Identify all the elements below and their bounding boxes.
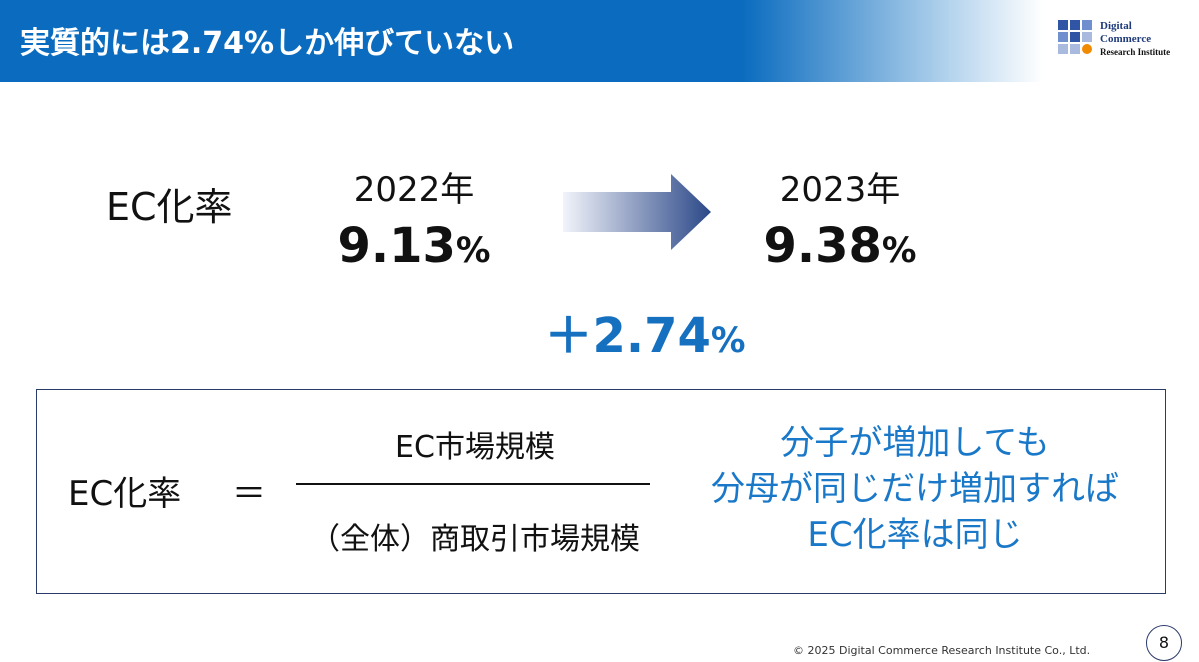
logo-text: Digital Commerce Research Institute xyxy=(1100,20,1170,59)
logo-line: Digital xyxy=(1100,20,1132,32)
formula-box xyxy=(36,389,1166,594)
arrow xyxy=(563,174,711,250)
unit: % xyxy=(710,321,746,361)
note-line: 分子が増加しても xyxy=(780,423,1050,463)
value: ＋2.74 xyxy=(544,308,711,364)
note-line: EC化率は同じ xyxy=(807,515,1023,555)
metric-label: EC化率 xyxy=(106,185,233,229)
logo-line: Research Institute xyxy=(1100,47,1171,57)
from-value: 9.13% xyxy=(337,218,490,274)
value: 9.38 xyxy=(763,218,882,274)
copyright: © 2025 Digital Commerce Research Institu… xyxy=(793,644,1091,657)
header-band xyxy=(0,0,1199,82)
note-line: 分母が同じだけ増加すれば xyxy=(711,469,1119,509)
to-year: 2023年 xyxy=(779,170,901,210)
unit: % xyxy=(455,231,491,271)
slide-title: 実質的には2.74%しか伸びていない xyxy=(20,26,515,61)
note: 分子が増加しても 分母が同じだけ増加すれば EC化率は同じ xyxy=(711,420,1119,558)
numerator: EC市場規模 xyxy=(395,430,555,465)
logo-mark xyxy=(1058,20,1096,58)
denominator: （全体）商取引市場規模 xyxy=(310,522,640,557)
change-value: ＋2.74% xyxy=(544,296,745,366)
value: 9.13 xyxy=(337,218,456,274)
unit: % xyxy=(881,231,917,271)
to-value: 9.38% xyxy=(763,218,916,274)
fraction-line xyxy=(296,483,650,485)
page-number: 8 xyxy=(1146,625,1182,661)
formula-lhs: EC化率 xyxy=(68,474,182,514)
formula-equals: ＝ xyxy=(232,474,266,514)
from-year: 2022年 xyxy=(353,170,475,210)
logo-line: Commerce xyxy=(1100,33,1152,45)
